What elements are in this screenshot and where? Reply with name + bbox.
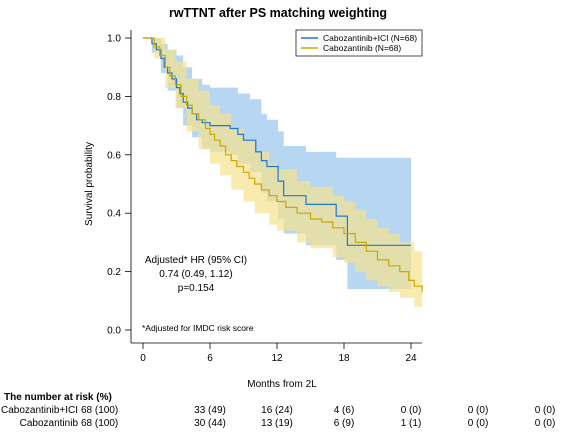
legend-label-combination: Cabozantinib+ICI (N=68) xyxy=(323,33,417,43)
hr-value: 0.74 (0.49, 1.12) xyxy=(159,269,232,280)
survival-curves xyxy=(143,37,423,292)
x-axis-label: Months from 2L xyxy=(247,379,317,390)
x-tick-label: 0 xyxy=(140,353,146,364)
x-tick-label: 24 xyxy=(405,353,417,364)
legend-label-monotherapy: Cabozantinib (N=68) xyxy=(323,43,401,53)
risk-cell: 13 (19) xyxy=(261,418,293,429)
risk-table: The number at risk (%) Cabozantinib+ICI 6… xyxy=(1,392,555,429)
legend: Cabozantinib+ICI (N=68) Cabozantinib (N=… xyxy=(295,29,423,57)
y-tick-label: 0.2 xyxy=(107,267,121,278)
risk-cell: 1 (1) xyxy=(401,418,422,429)
confidence-bands xyxy=(143,38,423,313)
y-axis-ticks: 0.0 0.2 0.4 0.6 0.8 1.0 xyxy=(107,34,131,337)
adjustment-footnote: *Adjusted for IMDC risk score xyxy=(142,323,254,333)
x-axis-ticks: 0 6 12 18 24 xyxy=(140,343,417,364)
risk-cell: 68 (100) xyxy=(81,418,118,429)
risk-row-label: Cabozantinib xyxy=(20,418,79,429)
ci-band-monotherapy xyxy=(143,38,423,313)
legend-box xyxy=(295,29,423,57)
risk-cell: 6 (9) xyxy=(334,418,355,429)
x-tick-label: 18 xyxy=(338,353,350,364)
risk-cell: 0 (0) xyxy=(535,418,556,429)
risk-cell: 4 (6) xyxy=(334,405,355,416)
x-tick-label: 6 xyxy=(207,353,213,364)
x-tick-label: 12 xyxy=(271,353,283,364)
risk-cell: 33 (49) xyxy=(194,405,226,416)
risk-table-rows: Cabozantinib+ICI 68 (100) 33 (49) 16 (24) 4 … xyxy=(1,405,555,429)
hr-p-value: p=0.154 xyxy=(178,283,215,294)
y-tick-label: 0.6 xyxy=(107,150,121,161)
risk-cell: 16 (24) xyxy=(261,405,293,416)
y-axis-label: Survival probability xyxy=(84,142,95,226)
km-curve-monotherapy xyxy=(143,37,423,292)
risk-cell: 0 (0) xyxy=(468,418,489,429)
risk-row-label: Cabozantinib+ICI xyxy=(1,405,78,416)
risk-table-title: The number at risk (%) xyxy=(4,392,112,403)
y-tick-label: 1.0 xyxy=(107,34,121,45)
risk-cell: 0 (0) xyxy=(401,405,422,416)
risk-cell: 0 (0) xyxy=(468,405,489,416)
plot-frame xyxy=(130,30,422,344)
y-tick-label: 0.4 xyxy=(107,209,121,220)
y-tick-label: 0.0 xyxy=(107,326,121,337)
chart-title: rwTTNT after PS matching weighting xyxy=(169,6,387,20)
hr-heading: Adjusted* HR (95% CI) xyxy=(145,255,247,266)
hr-annotation: Adjusted* HR (95% CI) 0.74 (0.49, 1.12) … xyxy=(142,255,254,333)
plot-area xyxy=(143,37,423,313)
y-tick-label: 0.8 xyxy=(107,92,121,103)
risk-cell: 0 (0) xyxy=(535,405,556,416)
risk-cell: 30 (44) xyxy=(194,418,226,429)
risk-cell: 68 (100) xyxy=(81,405,118,416)
